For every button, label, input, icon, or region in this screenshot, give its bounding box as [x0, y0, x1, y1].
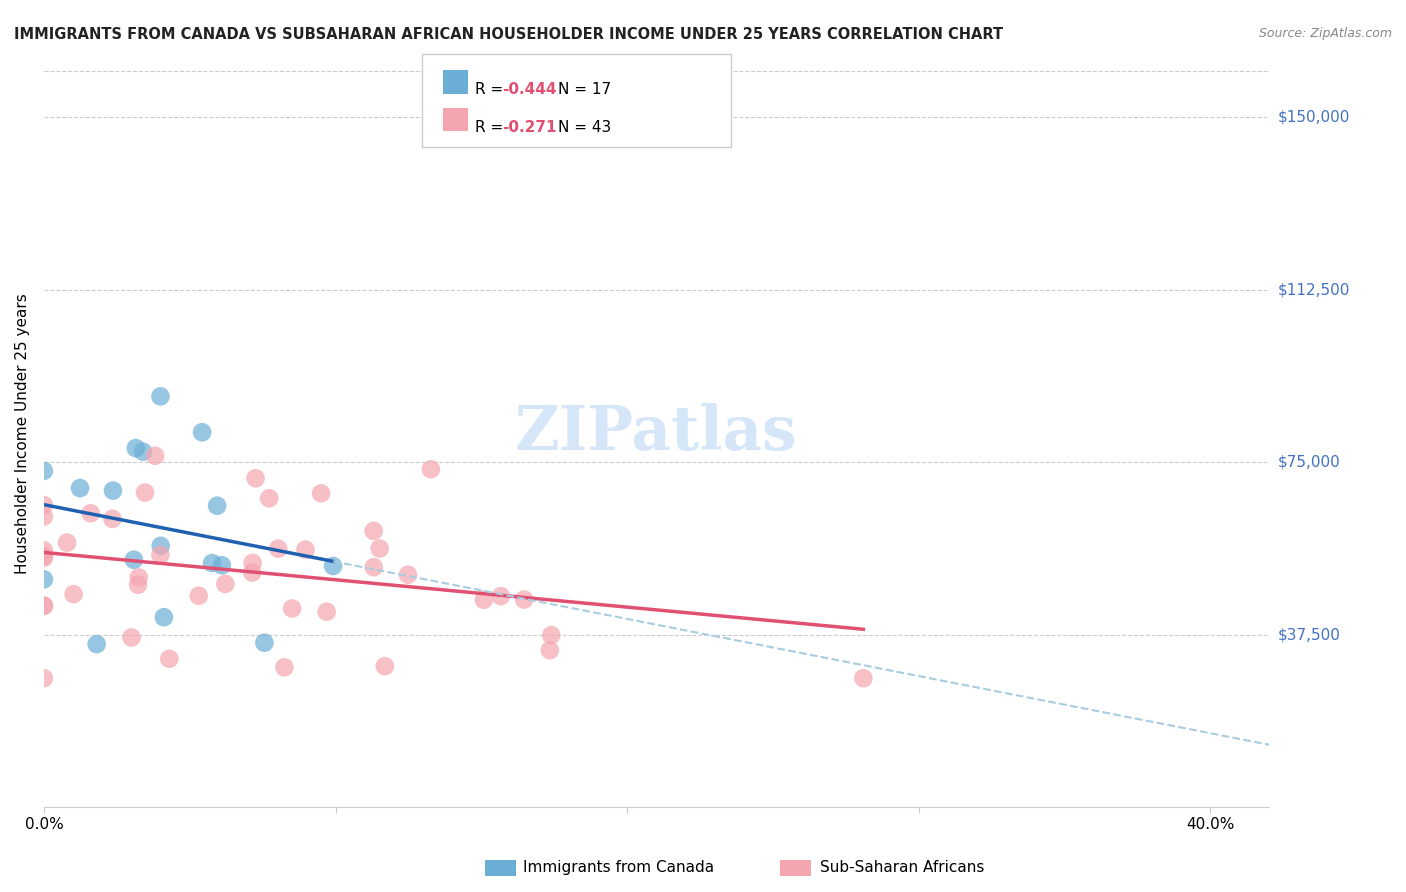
- Point: [191, 425, 214, 440]
- Point: [540, 628, 562, 642]
- Point: [368, 541, 391, 556]
- Point: [538, 643, 561, 657]
- Text: R =: R =: [475, 82, 509, 97]
- Point: [143, 449, 166, 463]
- Point: [149, 539, 172, 553]
- Point: [32, 599, 55, 613]
- Point: [242, 556, 264, 570]
- Point: [32, 509, 55, 524]
- Point: [101, 512, 124, 526]
- Point: [120, 631, 142, 645]
- Point: [32, 543, 55, 558]
- Text: Immigrants from Canada: Immigrants from Canada: [523, 861, 714, 875]
- Text: -0.444: -0.444: [502, 82, 557, 97]
- Point: [127, 578, 149, 592]
- Point: [69, 481, 91, 495]
- Point: [281, 601, 304, 615]
- Point: [79, 506, 101, 520]
- Point: [472, 592, 495, 607]
- Text: $75,000: $75,000: [1278, 455, 1340, 469]
- Text: R =: R =: [475, 120, 513, 135]
- Point: [322, 558, 344, 573]
- Point: [489, 589, 512, 603]
- Point: [32, 550, 55, 565]
- Point: [852, 671, 875, 685]
- Point: [363, 524, 385, 538]
- Point: [205, 499, 228, 513]
- Point: [201, 556, 224, 570]
- Text: ZIPatlas: ZIPatlas: [515, 403, 797, 463]
- Point: [132, 444, 155, 458]
- Point: [267, 541, 290, 556]
- Point: [86, 637, 108, 651]
- Point: [32, 498, 55, 512]
- Point: [211, 558, 233, 573]
- Point: [315, 605, 337, 619]
- Text: -0.271: -0.271: [502, 120, 557, 135]
- Point: [32, 549, 55, 563]
- Point: [253, 635, 276, 649]
- Point: [363, 560, 385, 574]
- Point: [128, 570, 150, 584]
- Point: [374, 659, 396, 673]
- Point: [32, 599, 55, 613]
- Point: [157, 652, 180, 666]
- Text: $112,500: $112,500: [1278, 282, 1350, 297]
- Point: [101, 483, 124, 498]
- Text: $37,500: $37,500: [1278, 627, 1340, 642]
- Point: [32, 671, 55, 685]
- Point: [257, 491, 280, 506]
- Point: [294, 542, 316, 557]
- Point: [309, 486, 332, 500]
- Point: [240, 566, 263, 580]
- Point: [245, 471, 267, 485]
- Point: [149, 389, 172, 403]
- Y-axis label: Householder Income Under 25 years: Householder Income Under 25 years: [15, 293, 30, 574]
- Point: [396, 567, 419, 582]
- Point: [153, 610, 176, 624]
- Point: [149, 548, 172, 562]
- Point: [32, 464, 55, 478]
- Point: [125, 441, 148, 455]
- Text: Source: ZipAtlas.com: Source: ZipAtlas.com: [1258, 27, 1392, 40]
- Point: [134, 485, 156, 500]
- Text: IMMIGRANTS FROM CANADA VS SUBSAHARAN AFRICAN HOUSEHOLDER INCOME UNDER 25 YEARS C: IMMIGRANTS FROM CANADA VS SUBSAHARAN AFR…: [14, 27, 1004, 42]
- Point: [32, 573, 55, 587]
- Point: [56, 535, 79, 549]
- Text: N = 17: N = 17: [558, 82, 612, 97]
- Point: [513, 592, 536, 607]
- Text: $150,000: $150,000: [1278, 110, 1350, 125]
- Point: [122, 552, 145, 566]
- Point: [187, 589, 209, 603]
- Point: [273, 660, 295, 674]
- Point: [62, 587, 84, 601]
- Point: [419, 462, 441, 476]
- Text: N = 43: N = 43: [558, 120, 612, 135]
- Point: [214, 577, 236, 591]
- Text: Sub-Saharan Africans: Sub-Saharan Africans: [820, 861, 984, 875]
